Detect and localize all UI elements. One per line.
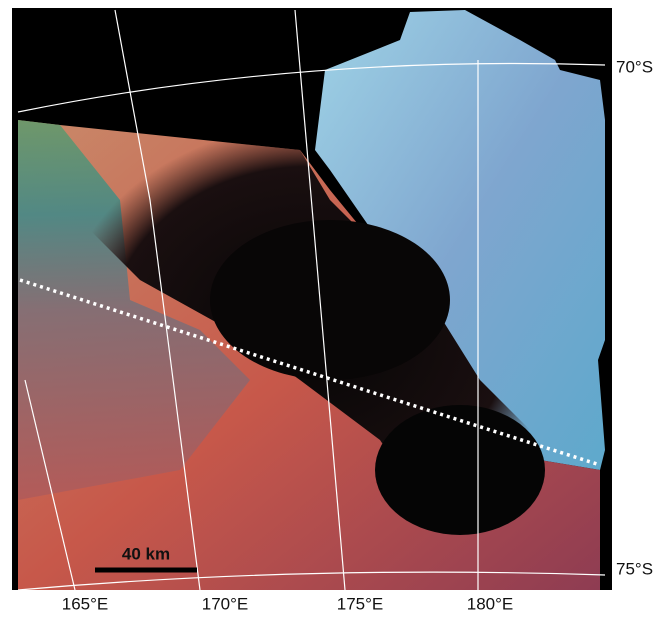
dark-basin bbox=[375, 405, 545, 535]
longitude-label: 180°E bbox=[467, 594, 514, 613]
dark-basin bbox=[210, 220, 450, 380]
longitude-label: 175°E bbox=[337, 594, 384, 613]
map-figure: 40 km 70°S 75°S 165°E 170°E 175°E 180°E bbox=[0, 0, 671, 619]
latitude-label: 70°S bbox=[616, 57, 653, 76]
latitude-label: 75°S bbox=[616, 559, 653, 578]
longitude-label: 165°E bbox=[62, 594, 109, 613]
longitude-label: 170°E bbox=[202, 594, 249, 613]
scale-label: 40 km bbox=[122, 544, 170, 563]
map-image bbox=[12, 8, 612, 590]
